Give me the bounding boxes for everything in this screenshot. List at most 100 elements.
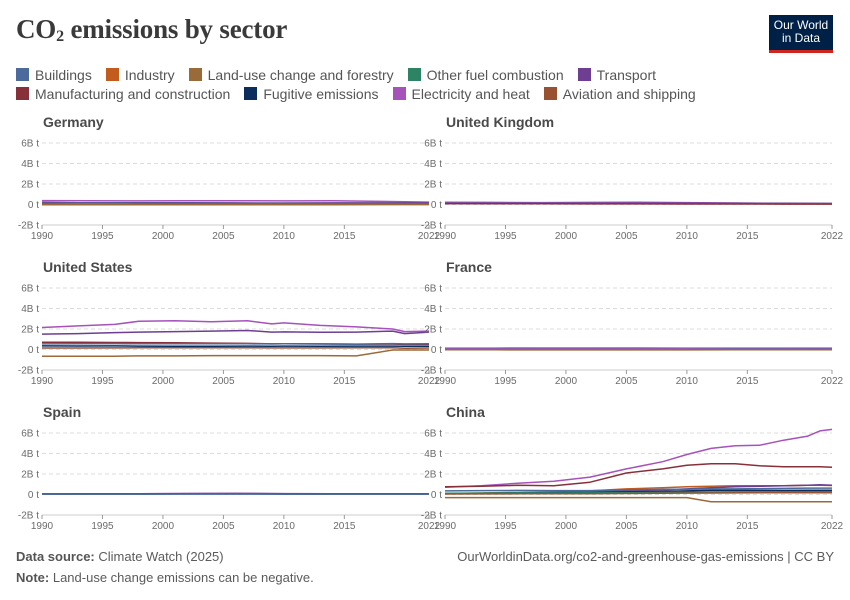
legend-item-other-fuel[interactable]: Other fuel combustion xyxy=(407,66,564,83)
legend-item-transport[interactable]: Transport xyxy=(577,67,656,83)
x-tick-label: 2005 xyxy=(615,231,638,242)
x-tick-label: 2022 xyxy=(418,231,441,242)
series-line-germany-electricity-and-heat xyxy=(41,199,430,203)
series-line-united-states-transport xyxy=(41,329,430,335)
series-line-united-states-land-use-change-and-forestry xyxy=(42,349,429,357)
x-tick-label: 2005 xyxy=(212,231,235,242)
legend-swatch xyxy=(188,68,202,81)
panel-title-spain: Spain xyxy=(43,404,81,420)
x-tick-label: 1995 xyxy=(494,376,517,387)
panel-title-united-states: United States xyxy=(43,259,133,275)
legend-item-buildings[interactable]: Buildings xyxy=(16,67,92,83)
legend-label: Aviation and shipping xyxy=(562,85,696,102)
logo-line-2: in Data xyxy=(781,31,821,45)
legend-item-industry[interactable]: Industry xyxy=(105,66,175,83)
series-line-united-states-buildings xyxy=(41,342,430,345)
legend-swatch xyxy=(543,87,557,100)
y-tick-label: 4B t xyxy=(21,449,39,460)
y-tick-label: -2B t xyxy=(421,221,442,232)
x-tick-label: 1990 xyxy=(434,376,457,387)
series-line-united-kingdom-manufacturing-and-construction xyxy=(444,202,832,205)
x-tick-label: 2015 xyxy=(736,521,759,532)
note-label: Note: xyxy=(16,570,50,585)
legend-item-land-use[interactable]: Land-use change and forestry xyxy=(188,66,394,83)
y-tick-label: 4B t xyxy=(424,159,442,170)
x-tick-label: 1990 xyxy=(31,231,54,242)
legend-label: Land-use change and forestry xyxy=(207,66,394,83)
x-tick-label: 2005 xyxy=(212,521,235,532)
y-tick-label: 6B t xyxy=(21,139,39,150)
panel-title-germany: Germany xyxy=(43,114,104,130)
legend-swatch xyxy=(105,68,119,81)
x-tick-label: 2000 xyxy=(152,231,175,242)
x-tick-label: 2015 xyxy=(736,231,759,242)
x-tick-label: 1990 xyxy=(434,521,457,532)
legend-swatch xyxy=(407,68,421,81)
legend-label: Industry xyxy=(124,66,175,83)
owid-logo[interactable]: Our World in Data xyxy=(769,15,833,53)
source-url[interactable]: OurWorldinData.org/co2-and-greenhouse-ga… xyxy=(457,549,834,564)
x-tick-label: 2010 xyxy=(676,231,699,242)
y-tick-label: -2B t xyxy=(18,366,39,377)
y-tick-label: 2B t xyxy=(424,325,442,336)
y-tick-label: 6B t xyxy=(21,284,39,295)
y-tick-label: 0 t xyxy=(431,345,442,356)
x-tick-label: 2015 xyxy=(736,376,759,387)
legend-item-electricity[interactable]: Electricity and heat xyxy=(392,85,530,102)
series-line-united-states-aviation-and-shipping xyxy=(42,346,430,350)
panel-title-united-kingdom: United Kingdom xyxy=(446,114,554,130)
x-tick-label: 1990 xyxy=(31,521,54,532)
legend-item-manufacturing[interactable]: Manufacturing and construction xyxy=(16,86,230,102)
x-tick-label: 2000 xyxy=(555,521,578,532)
x-tick-label: 1990 xyxy=(434,231,457,242)
x-tick-label: 2015 xyxy=(333,231,356,242)
legend-item-fugitive[interactable]: Fugitive emissions xyxy=(244,86,379,102)
y-tick-label: 2B t xyxy=(424,470,442,481)
y-tick-label: 6B t xyxy=(424,284,442,295)
x-tick-label: 1990 xyxy=(31,376,54,387)
y-tick-label: 2B t xyxy=(21,180,39,191)
legend-swatch xyxy=(244,87,258,100)
x-tick-label: 1995 xyxy=(91,376,114,387)
y-tick-label: -2B t xyxy=(18,221,39,232)
panel-title-france: France xyxy=(446,259,492,275)
legend-swatch xyxy=(577,68,591,81)
y-tick-label: 6B t xyxy=(424,139,442,150)
y-tick-label: 0 t xyxy=(28,200,39,211)
x-tick-label: 2015 xyxy=(333,521,356,532)
logo-line-1: Our World xyxy=(773,18,829,32)
panel-title-china: China xyxy=(446,404,485,420)
source-text[interactable]: Climate Watch (2025) xyxy=(98,549,224,564)
x-tick-label: 2022 xyxy=(821,521,844,532)
note-text: Land-use change emissions can be negativ… xyxy=(52,570,314,585)
x-tick-label: 2005 xyxy=(212,376,235,387)
series-line-china-manufacturing-and-construction xyxy=(444,463,833,488)
series-line-united-states-electricity-and-heat xyxy=(41,320,430,333)
series-line-germany-buildings xyxy=(41,202,429,205)
x-tick-label: 1995 xyxy=(494,521,517,532)
data-source: Data source: Climate Watch (2025) xyxy=(16,549,224,564)
legend-row-2: Manufacturing and construction Fugitive … xyxy=(16,84,796,103)
y-tick-label: 0 t xyxy=(28,490,39,501)
legend-swatch xyxy=(392,87,406,100)
y-tick-label: -2B t xyxy=(18,511,39,522)
x-tick-label: 1995 xyxy=(494,231,517,242)
y-tick-label: 0 t xyxy=(431,490,442,501)
legend-label: Other fuel combustion xyxy=(426,66,564,83)
x-tick-label: 2010 xyxy=(273,521,296,532)
y-tick-label: 4B t xyxy=(424,304,442,315)
legend-label: Electricity and heat xyxy=(411,85,530,102)
x-tick-label: 2005 xyxy=(615,376,638,387)
x-tick-label: 2005 xyxy=(615,521,638,532)
chart-title: CO2 emissions by sector xyxy=(16,14,288,45)
y-tick-label: 4B t xyxy=(424,449,442,460)
x-tick-label: 2000 xyxy=(152,521,175,532)
legend-item-aviation[interactable]: Aviation and shipping xyxy=(543,85,696,102)
x-tick-label: 2010 xyxy=(676,521,699,532)
legend: Buildings Industry Land-use change and f… xyxy=(16,65,796,103)
x-tick-label: 2022 xyxy=(418,376,441,387)
series-line-china-aviation-and-shipping xyxy=(444,491,832,495)
chart-note: Note: Land-use change emissions can be n… xyxy=(16,570,314,585)
y-tick-label: 6B t xyxy=(21,429,39,440)
